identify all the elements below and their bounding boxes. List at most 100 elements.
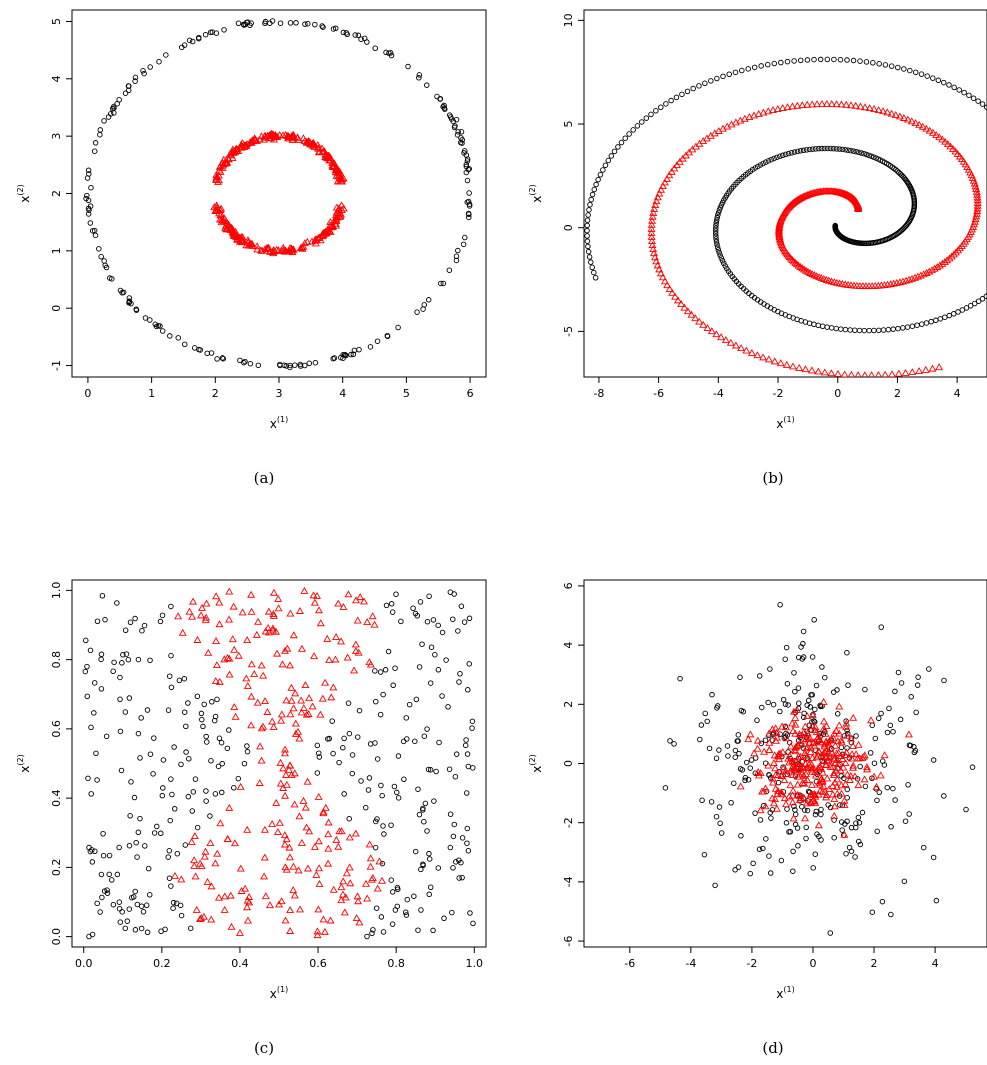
triangle-point — [753, 744, 762, 752]
circle-point — [235, 20, 242, 26]
triangle-point — [334, 842, 343, 850]
y-axis-label: x(2) — [528, 754, 544, 772]
circle-point — [717, 252, 723, 259]
circle-point — [412, 610, 419, 617]
circle-point — [878, 624, 884, 630]
circle-point — [790, 868, 796, 874]
circle-point — [895, 325, 901, 332]
triangle-point — [211, 677, 220, 685]
circle-point — [732, 867, 738, 873]
triangle-point — [203, 878, 212, 885]
triangle-point — [794, 762, 803, 770]
triangle-point — [837, 781, 846, 789]
triangle-point — [788, 771, 797, 778]
circle-point — [415, 786, 421, 792]
circle-point — [817, 702, 823, 709]
circle-point — [453, 859, 459, 865]
triangle-point — [325, 156, 334, 164]
y-tick-label: 1.0 — [50, 582, 63, 600]
triangle-point — [772, 804, 781, 812]
triangle-point — [805, 733, 814, 741]
triangle-point — [247, 607, 256, 615]
triangle-point — [326, 916, 335, 924]
triangle-point — [916, 271, 925, 279]
y-tick-label: 2 — [562, 701, 575, 708]
circle-point — [751, 64, 758, 71]
circle-point — [777, 731, 783, 737]
triangle-point — [301, 681, 310, 689]
circle-point — [882, 62, 889, 68]
triangle-point — [908, 274, 916, 282]
triangle-point — [227, 151, 236, 159]
circle-point — [244, 743, 250, 749]
triangle-point — [337, 883, 346, 891]
circle-point — [428, 644, 435, 650]
triangle-point — [302, 710, 311, 718]
triangle-point — [868, 371, 875, 377]
caption-b: (b) — [762, 469, 783, 487]
triangle-point — [834, 760, 843, 767]
triangle-point — [316, 236, 325, 244]
circle-point — [914, 682, 921, 688]
circle-point — [884, 729, 891, 736]
triangle-point — [736, 116, 745, 124]
triangle-point — [814, 732, 823, 740]
points-layer — [662, 602, 976, 936]
triangle-point — [793, 705, 802, 713]
triangle-point — [788, 102, 797, 110]
circle-point — [739, 67, 745, 74]
triangle-point — [368, 612, 377, 620]
triangle-point — [280, 840, 289, 848]
triangle-point — [811, 792, 820, 800]
circle-point — [752, 755, 759, 761]
triangle-point — [226, 226, 235, 233]
circle-point — [920, 844, 927, 851]
triangle-point — [215, 163, 224, 171]
y-tick-label: 0.6 — [50, 720, 63, 738]
triangle-point — [247, 692, 256, 700]
circle-point — [713, 755, 720, 762]
circle-point — [461, 619, 468, 625]
circle-point — [385, 648, 392, 655]
circle-point — [782, 151, 789, 158]
circle-point — [411, 893, 417, 899]
triangle-point — [778, 104, 787, 112]
triangle-point — [935, 261, 944, 269]
triangle-point — [718, 124, 727, 132]
triangle-point — [246, 241, 254, 249]
triangle-point — [833, 775, 842, 783]
circle-point — [792, 821, 799, 828]
circle-point — [811, 56, 817, 63]
circle-point — [380, 929, 387, 935]
triangle-point — [253, 242, 262, 250]
triangle-point — [822, 760, 831, 768]
circle-point — [804, 702, 810, 708]
triangle-point — [879, 107, 887, 115]
triangle-point — [789, 786, 798, 794]
triangle-point — [261, 697, 270, 705]
circle-point — [895, 64, 901, 71]
triangle-point — [275, 818, 284, 826]
triangle-point — [687, 310, 696, 318]
triangle-point — [279, 764, 288, 772]
circle-point — [424, 618, 431, 625]
triangle-point — [854, 740, 863, 748]
circle-point — [763, 836, 769, 842]
circle-point — [754, 717, 760, 724]
circle-point — [185, 700, 191, 706]
circle-point — [231, 785, 237, 791]
circle-point — [176, 677, 183, 684]
circle-point — [967, 303, 974, 309]
triangle-point — [329, 885, 338, 893]
circle-point — [83, 637, 89, 644]
triangle-point — [803, 742, 812, 750]
triangle-point — [758, 787, 767, 795]
circle-point — [156, 58, 162, 65]
circle-point — [167, 333, 173, 339]
triangle-point — [273, 828, 282, 836]
circle-point — [897, 171, 904, 177]
circle-point — [244, 19, 251, 25]
triangle-point — [280, 749, 289, 757]
circle-point — [901, 66, 907, 72]
